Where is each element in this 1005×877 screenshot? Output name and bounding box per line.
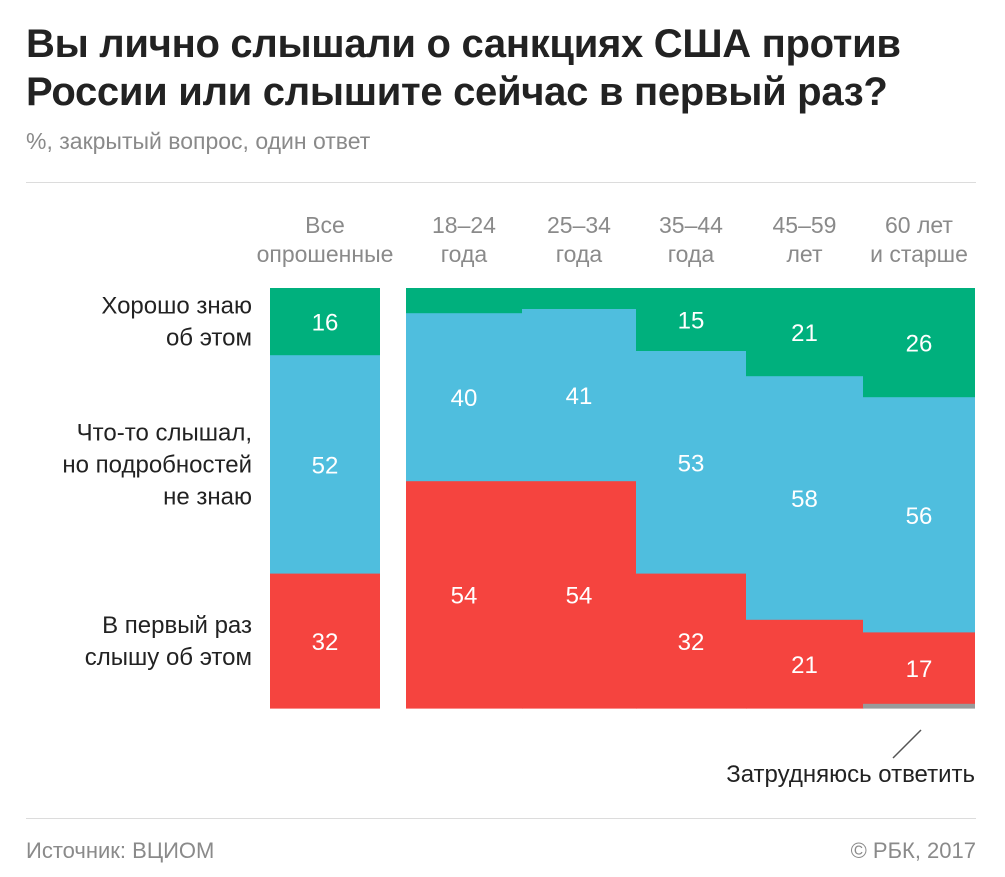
bar-segment [270, 288, 380, 356]
segment-value-label: 54 [451, 583, 478, 610]
column-label: 25–34 года [547, 212, 611, 267]
bar-segment [746, 376, 864, 621]
bar-segment [636, 288, 747, 352]
row-label: Что-то слышал, но подробностей не знаю [62, 419, 252, 510]
bar-segment [863, 632, 975, 705]
bar-segment [636, 351, 747, 575]
column-label: 45–59 лет [773, 212, 837, 267]
bar-segment [406, 481, 523, 709]
row-labels: Хорошо знаю об этом Что-то слышал, но подро… [62, 293, 252, 671]
bar-segment [746, 619, 864, 709]
bar-segment [636, 573, 747, 709]
bottom-divider [26, 818, 976, 819]
segment-value-label: 21 [791, 320, 818, 347]
bars [270, 288, 975, 709]
segment-value-label: 32 [312, 629, 339, 656]
segment-value-label: 56 [906, 503, 933, 530]
segment-value-label: 58 [791, 486, 818, 513]
segment-value-label: 40 [451, 385, 478, 412]
segment-value-labels: 16 52 32 40 54 41 54 15 53 32 21 58 21 26 56 17 [312, 308, 933, 684]
bar-segment [522, 309, 637, 482]
row-label: В первый раз слышу об этом [85, 612, 252, 671]
segment-value-label: 15 [678, 308, 705, 335]
top-divider [26, 182, 976, 183]
bar-segment [406, 313, 523, 482]
callout-line [892, 729, 922, 759]
column-label: 35–44 года [659, 212, 723, 267]
column-label: 18–24 года [432, 212, 496, 267]
row-label: Хорошо знаю об этом [101, 293, 252, 352]
segment-value-label: 41 [566, 383, 593, 410]
segment-value-label: 53 [678, 450, 705, 477]
chart-subtitle: %, закрытый вопрос, один ответ [26, 128, 371, 154]
bar-segment [746, 288, 864, 377]
column-label: Все опрошенные [257, 212, 394, 267]
column-labels: Все опрошенные 18–24 года 25–34 года 35–44 года… [257, 212, 968, 267]
bar-segment [270, 355, 380, 575]
bar-segment [406, 288, 523, 314]
segment-value-label: 26 [906, 331, 933, 358]
segment-value-label: 32 [678, 629, 705, 656]
hard-to-say-callout: Затрудняюсь ответить [726, 729, 975, 788]
source-note: Источник: ВЦИОМ [26, 838, 215, 863]
segment-value-label: 52 [312, 452, 339, 479]
bar-segment [863, 703, 975, 709]
bar-segment [522, 481, 637, 709]
segment-value-label: 21 [791, 652, 818, 679]
segment-value-label: 54 [566, 583, 593, 610]
copyright-note: © РБК, 2017 [850, 838, 976, 863]
column-label: 60 лет и старше [870, 212, 968, 267]
bar-segment [863, 397, 975, 633]
segment-value-label: 16 [312, 310, 339, 337]
bar-segment [863, 288, 975, 398]
bar-segment [270, 573, 380, 709]
bar-segment [522, 288, 637, 310]
segment-value-label: 17 [906, 656, 933, 683]
chart-title: Вы лично слышали о санкциях США против Р… [26, 22, 901, 114]
callout-label: Затрудняюсь ответить [726, 761, 975, 788]
